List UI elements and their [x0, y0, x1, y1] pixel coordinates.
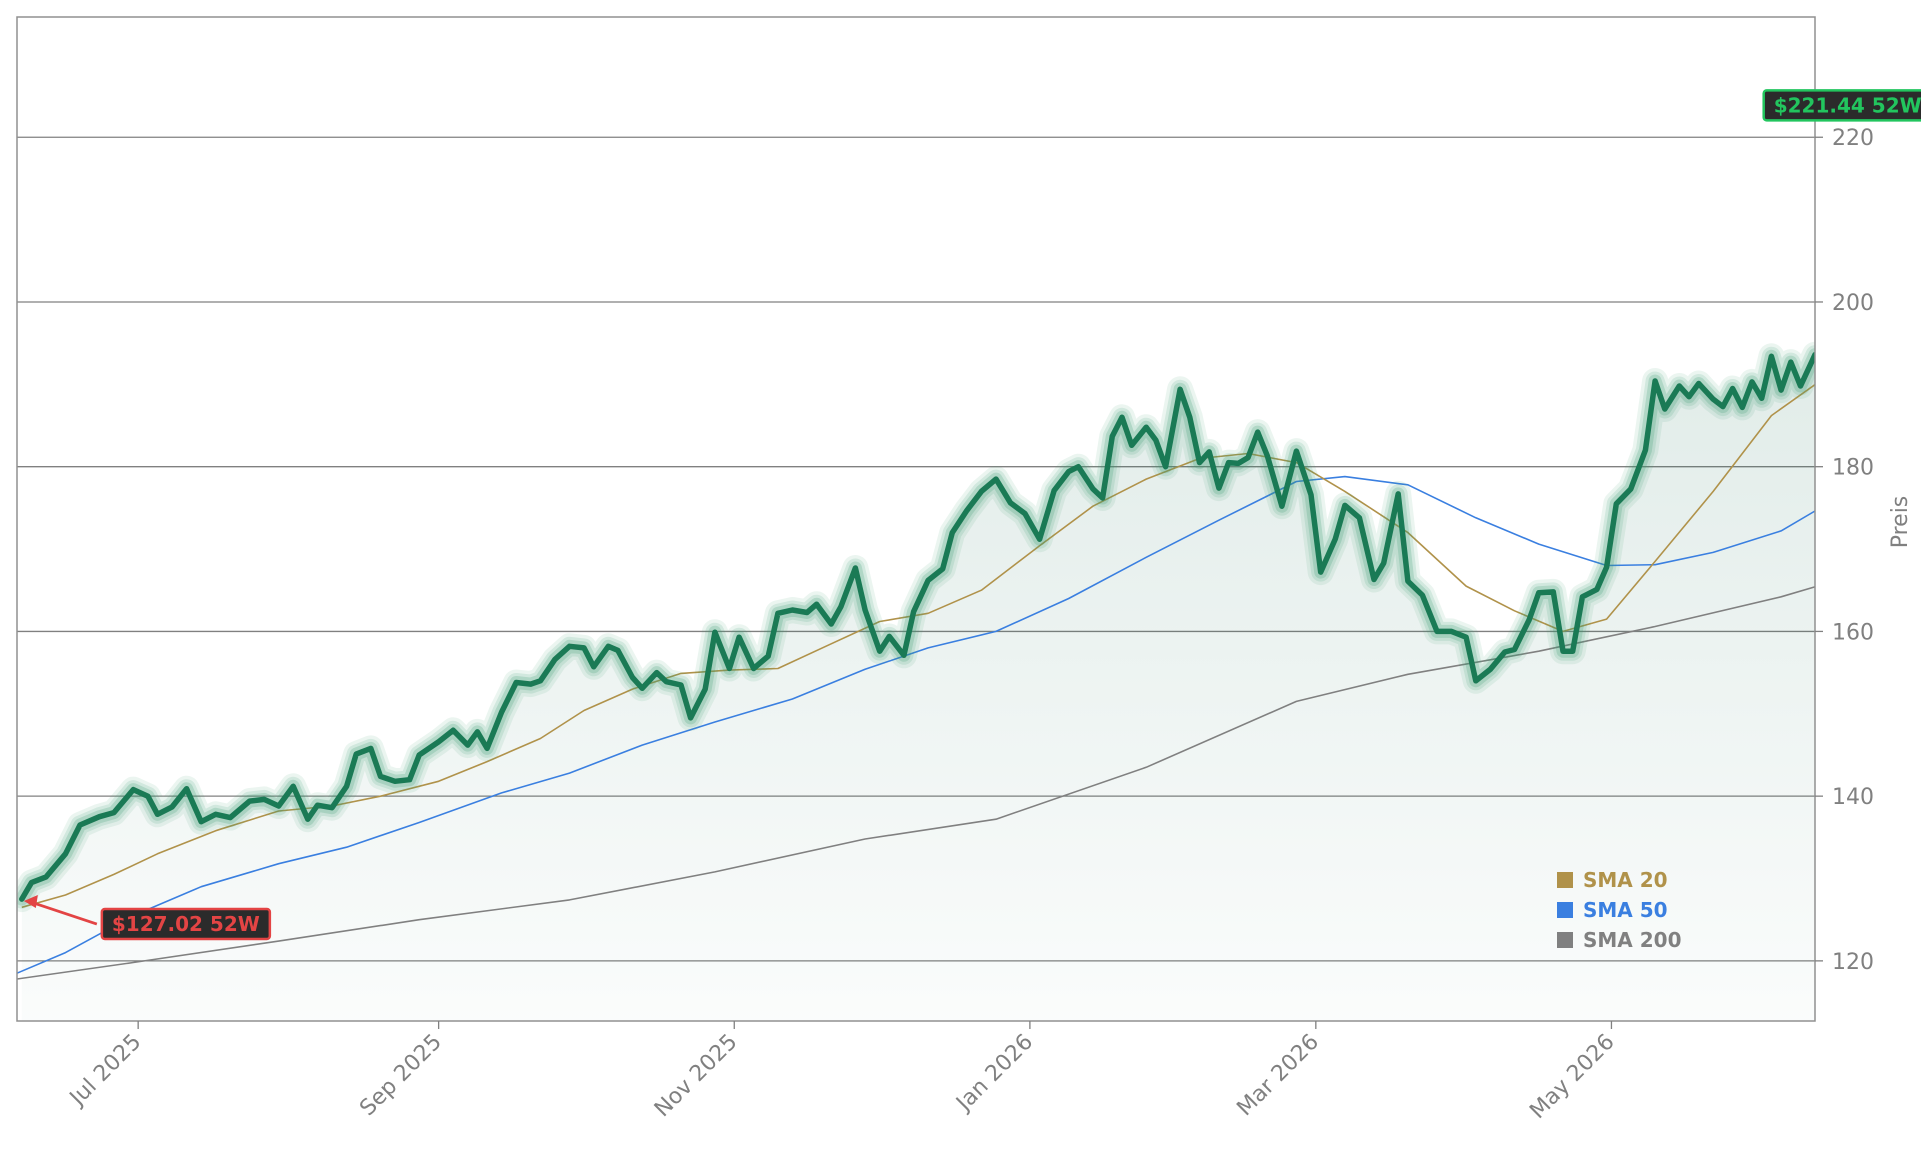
- sma50-legend-swatch: [1557, 902, 1573, 918]
- annotation-arrow: [27, 899, 98, 926]
- annotation-label: $221.44 52W: [1774, 93, 1921, 117]
- annotation-box: [1762, 89, 1921, 122]
- sma50-legend-label: SMA 50: [1583, 898, 1668, 922]
- sma200-line: [17, 586, 1815, 980]
- low-52w-annotation: $127.02 52W: [23, 895, 272, 941]
- y-tick-label: 140: [1832, 785, 1874, 810]
- sma20-legend-swatch: [1557, 872, 1573, 888]
- sma20-line: [21, 383, 1815, 909]
- plot-frame: [16, 16, 1816, 1022]
- annotation-label: $127.02 52W: [112, 912, 260, 936]
- y-axis-title: Preis: [1888, 496, 1913, 549]
- y-tick-label: 160: [1832, 620, 1874, 645]
- x-tick-label: May 2026: [1525, 1030, 1619, 1124]
- x-tick-label: Jul 2025: [64, 1030, 146, 1112]
- y-tick-label: 120: [1832, 950, 1874, 975]
- high-52w-annotation: $221.44 52W: [1762, 89, 1921, 122]
- y-tick-label: 220: [1832, 126, 1874, 151]
- x-tick-label: Jan 2026: [951, 1030, 1039, 1118]
- price-area-fill: [21, 125, 1815, 1021]
- annotation-box: [100, 907, 272, 941]
- legend: SMA 20 SMA 50 SMA 200: [1557, 868, 1682, 952]
- price-line: [19, 351, 1815, 902]
- sma50-line: [17, 475, 1815, 974]
- x-tick-label: Nov 2025: [650, 1030, 743, 1123]
- sma200-legend-label: SMA 200: [1583, 928, 1682, 952]
- sma200-legend-swatch: [1557, 932, 1573, 948]
- x-tick-label: Sep 2025: [355, 1030, 447, 1122]
- x-tick-label: Mar 2026: [1232, 1030, 1324, 1122]
- annotation-arrowhead: [23, 895, 38, 909]
- y-tick-label: 200: [1832, 291, 1874, 316]
- sma20-legend-label: SMA 20: [1583, 868, 1668, 892]
- annotations: $221.44 52W $127.02 52W: [23, 89, 1921, 941]
- y-tick-label: 180: [1832, 456, 1874, 481]
